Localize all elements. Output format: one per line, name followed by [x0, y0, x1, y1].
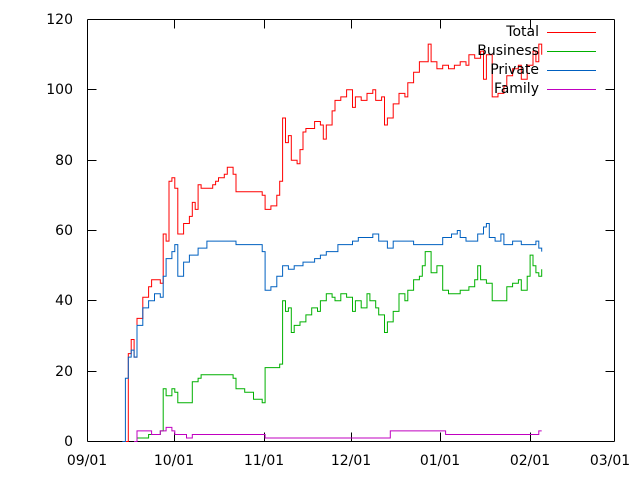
- y-axis: 0 20 40 60 80 100 12: [46, 12, 615, 450]
- y-tick-label: 20: [55, 364, 73, 380]
- series-line-private: [122, 223, 543, 442]
- x-tick-label: 10/01: [154, 453, 194, 469]
- y-tick: 100: [46, 82, 615, 98]
- y-tick: 0: [64, 434, 615, 450]
- y-tick: 40: [55, 293, 615, 309]
- y-tick-label: 100: [46, 82, 73, 98]
- y-tick-label: 40: [55, 293, 73, 309]
- x-tick: 10/01: [154, 19, 194, 469]
- legend-entry: Total: [505, 24, 596, 40]
- x-tick-label: 11/01: [244, 453, 284, 469]
- x-tick-label: 09/01: [67, 453, 107, 469]
- series-line-business: [134, 251, 543, 442]
- x-tick-label: 03/01: [590, 453, 630, 469]
- x-tick-label: 12/01: [331, 453, 371, 469]
- series-line-total: [122, 43, 543, 442]
- y-tick: 20: [55, 364, 615, 380]
- x-tick: 09/01: [67, 19, 107, 469]
- series-line-family: [134, 426, 542, 442]
- series-group: [122, 43, 543, 442]
- legend-label-family: Family: [494, 81, 539, 97]
- y-tick-label: 120: [46, 12, 73, 28]
- legend-label-business: Business: [477, 43, 539, 59]
- x-axis: 09/01 10/01 11/01 12/01 01/01 02/01: [67, 19, 630, 469]
- x-tick-label: 01/01: [420, 453, 460, 469]
- x-tick-label: 02/01: [510, 453, 550, 469]
- y-tick: 120: [46, 12, 615, 28]
- legend-entry: Family: [494, 81, 596, 97]
- legend-label-private: Private: [490, 62, 539, 78]
- legend-label-total: Total: [505, 24, 539, 40]
- y-tick-label: 60: [55, 223, 73, 239]
- x-tick: 12/01: [331, 19, 371, 469]
- x-tick: 01/01: [420, 19, 460, 469]
- y-tick: 60: [55, 223, 615, 239]
- legend-entry: Business: [477, 43, 596, 59]
- legend: Total Business Private Family: [477, 24, 596, 97]
- y-tick-label: 0: [64, 434, 73, 450]
- y-tick: 80: [55, 153, 615, 169]
- legend-entry: Private: [490, 62, 596, 78]
- y-tick-label: 80: [55, 153, 73, 169]
- x-tick: 03/01: [590, 19, 630, 469]
